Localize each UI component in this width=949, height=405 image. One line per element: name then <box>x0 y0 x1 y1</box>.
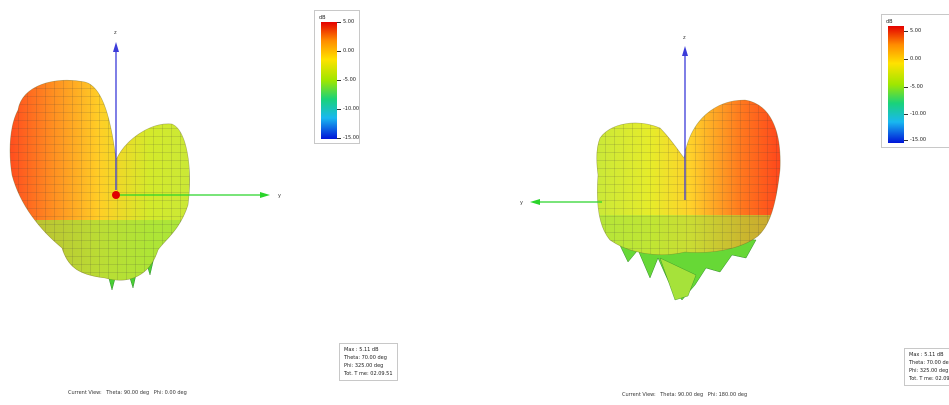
max-info-box-right: Max : 5.11 dB Theta: 70.00 deg Phi: 325.… <box>904 348 949 386</box>
current-view-status-left: Current View: Theta: 90.00 deg Phi: 0.00… <box>68 390 190 396</box>
max-phi-text: Phi: 325.00 deg <box>909 368 949 374</box>
legend-tick-label: -10.00 <box>910 111 927 117</box>
legend-tick-label: 5.00 <box>343 19 355 25</box>
legend-tick-label: 0.00 <box>910 56 922 62</box>
main-lobe-left <box>10 80 190 281</box>
current-view-phi: Phi: 180.00 deg <box>707 392 748 398</box>
color-scale-bar <box>321 22 337 139</box>
pattern-3d-plot-right[interactable]: z y <box>470 0 949 405</box>
legend-tick-label: 0.00 <box>343 48 355 54</box>
color-scale-bar <box>888 26 904 143</box>
current-view-theta: Theta: 90.00 deg <box>660 392 704 398</box>
z-axis-arrow-left <box>113 42 119 52</box>
max-theta-text: Theta: 70.00 deg <box>344 355 387 361</box>
current-view-prefix: Current View: <box>68 390 102 396</box>
max-gain-marker <box>112 191 120 199</box>
max-info-box-left: Max : 5.11 dB Theta: 70.00 deg Phi: 325.… <box>339 343 398 381</box>
current-view-status-right: Current View: Theta: 90.00 deg Phi: 180.… <box>622 392 750 398</box>
main-lobe-right <box>596 100 781 255</box>
legend-tick-label: -15.00 <box>343 135 360 141</box>
max-phi-text: Phi: 325.00 deg <box>344 363 384 369</box>
current-view-theta: Theta: 90.00 deg <box>106 390 150 396</box>
color-scale-legend-right: dB 5.00 0.00 -5.00 -10.00 -15.00 <box>881 14 949 148</box>
legend-unit: dB <box>319 15 326 21</box>
radiation-view-right: z y dB 5.00 0.00 -5.00 -10.00 -15.00 Max… <box>470 0 949 405</box>
legend-tick-label: -15.00 <box>910 137 927 143</box>
current-view-phi: Phi: 0.00 deg <box>153 390 187 396</box>
legend-tick-label: -5.00 <box>343 77 356 83</box>
y-axis-arrow-left <box>260 192 270 198</box>
legend-unit: dB <box>886 19 893 25</box>
y-axis-label-right: y <box>520 200 523 206</box>
radiation-view-left: z y dB 5.00 0.00 -5.00 -10.00 -15.00 Max… <box>0 0 470 405</box>
legend-tick-label: 5.00 <box>910 28 922 34</box>
max-theta-text: Theta: 70.00 deg <box>909 360 949 366</box>
z-axis-label-right: z <box>683 35 686 41</box>
legend-tick-label: -10.00 <box>343 106 360 112</box>
color-scale-legend-left: dB 5.00 0.00 -5.00 -10.00 -15.00 <box>314 10 360 144</box>
current-view-prefix: Current View: <box>622 392 656 398</box>
max-gain-text: Max : 5.11 dB <box>344 347 379 353</box>
pattern-3d-plot-left[interactable]: z y <box>0 0 470 405</box>
y-axis-arrow-right <box>530 199 540 205</box>
y-axis-label-left: y <box>278 193 281 199</box>
max-gain-text: Max : 5.11 dB <box>909 352 944 358</box>
total-time-text: Tot. T me: 02.09.51 <box>344 371 393 377</box>
legend-tick-label: -5.00 <box>910 84 923 90</box>
total-time-text: Tot. T me: 02.09. <box>909 376 949 382</box>
z-axis-label-left: z <box>114 30 117 36</box>
z-axis-arrow-right <box>682 46 688 56</box>
lower-fringe-right <box>659 257 697 301</box>
